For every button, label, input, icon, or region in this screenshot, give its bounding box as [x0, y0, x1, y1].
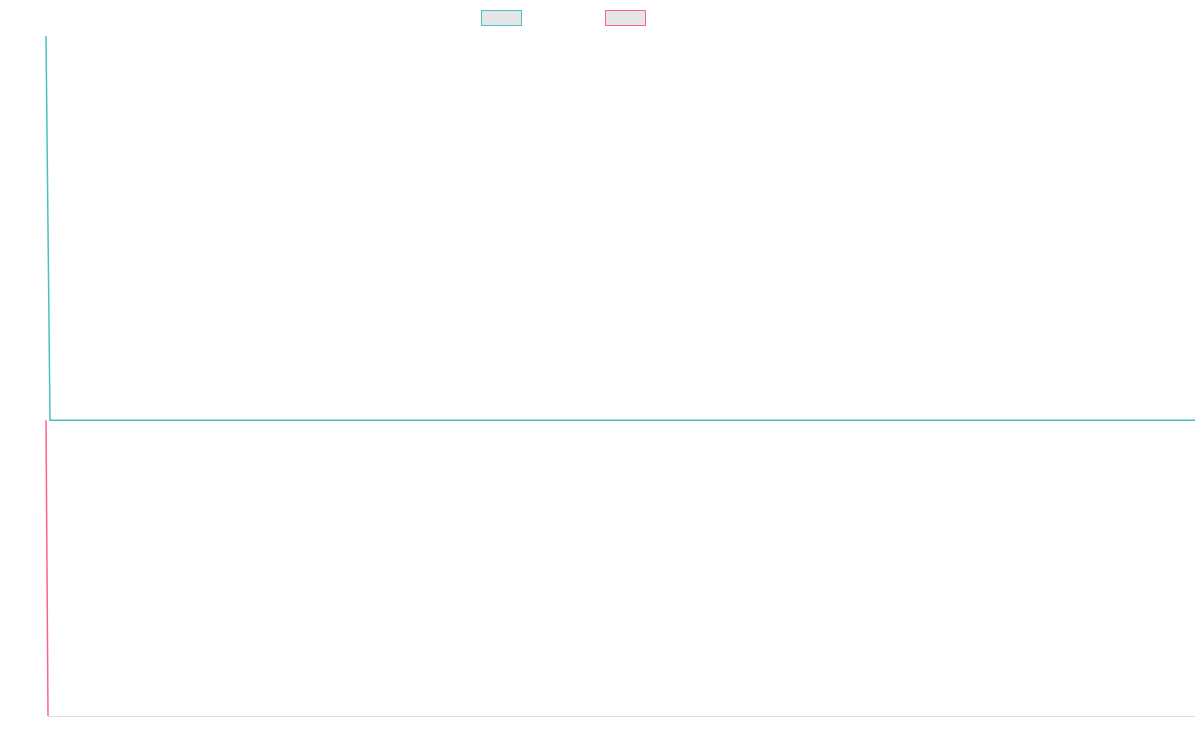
series-line [45, 35, 1195, 421]
legend-swatch[interactable] [605, 10, 646, 26]
series-line [45, 420, 49, 717]
legend-swatch[interactable] [481, 10, 522, 26]
